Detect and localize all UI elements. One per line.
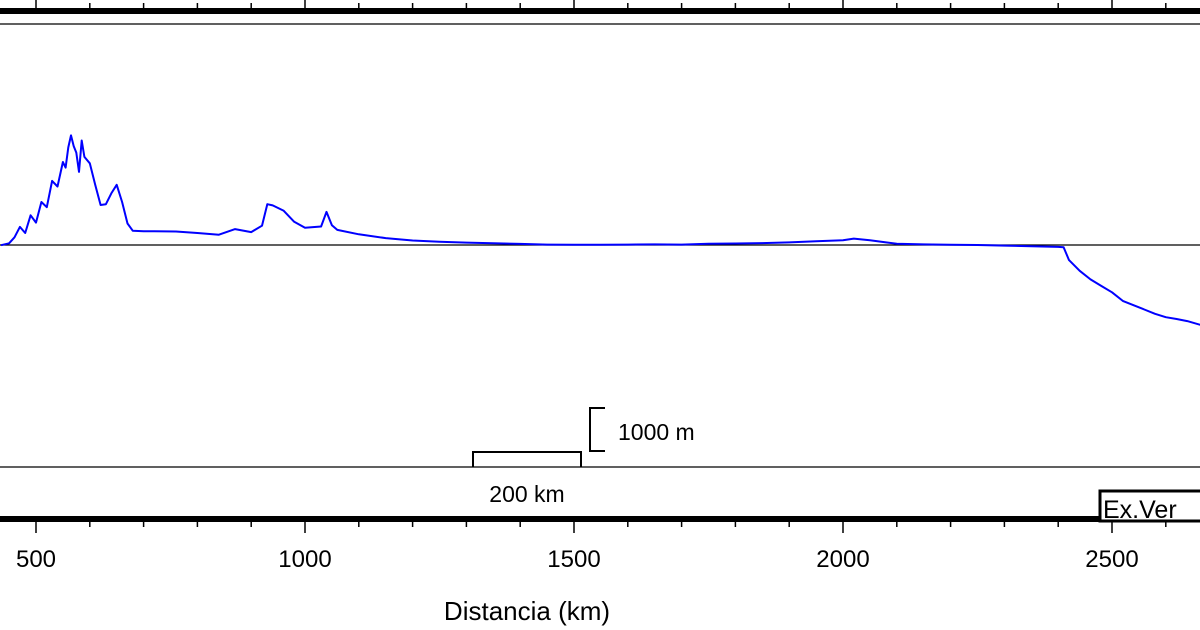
badge-box <box>1098 489 1200 523</box>
chart-frame <box>0 8 1200 522</box>
bottom-axis-ticks <box>35 519 1167 533</box>
x-axis-title: Distancia (km) <box>444 596 610 626</box>
x-tick-label: 1000 <box>278 546 331 573</box>
horizontal-scale-bar <box>472 451 582 467</box>
elevation-profile-line <box>0 134 1200 326</box>
badge-label: Ex.Ver <box>1103 496 1177 524</box>
x-tick-label: 2500 <box>1085 546 1138 573</box>
x-tick-label: 500 <box>16 546 56 573</box>
vertical-scale-label: 1000 m <box>618 419 695 445</box>
x-tick-label: 1500 <box>547 546 600 573</box>
top-axis-ticks <box>35 0 1167 11</box>
x-tick-label: 2000 <box>816 546 869 573</box>
vertical-scale-bar <box>589 407 605 452</box>
x-tick-labels: 500 1000 1500 2000 2500 <box>16 546 1139 573</box>
horizontal-scale-label: 200 km <box>489 481 564 507</box>
